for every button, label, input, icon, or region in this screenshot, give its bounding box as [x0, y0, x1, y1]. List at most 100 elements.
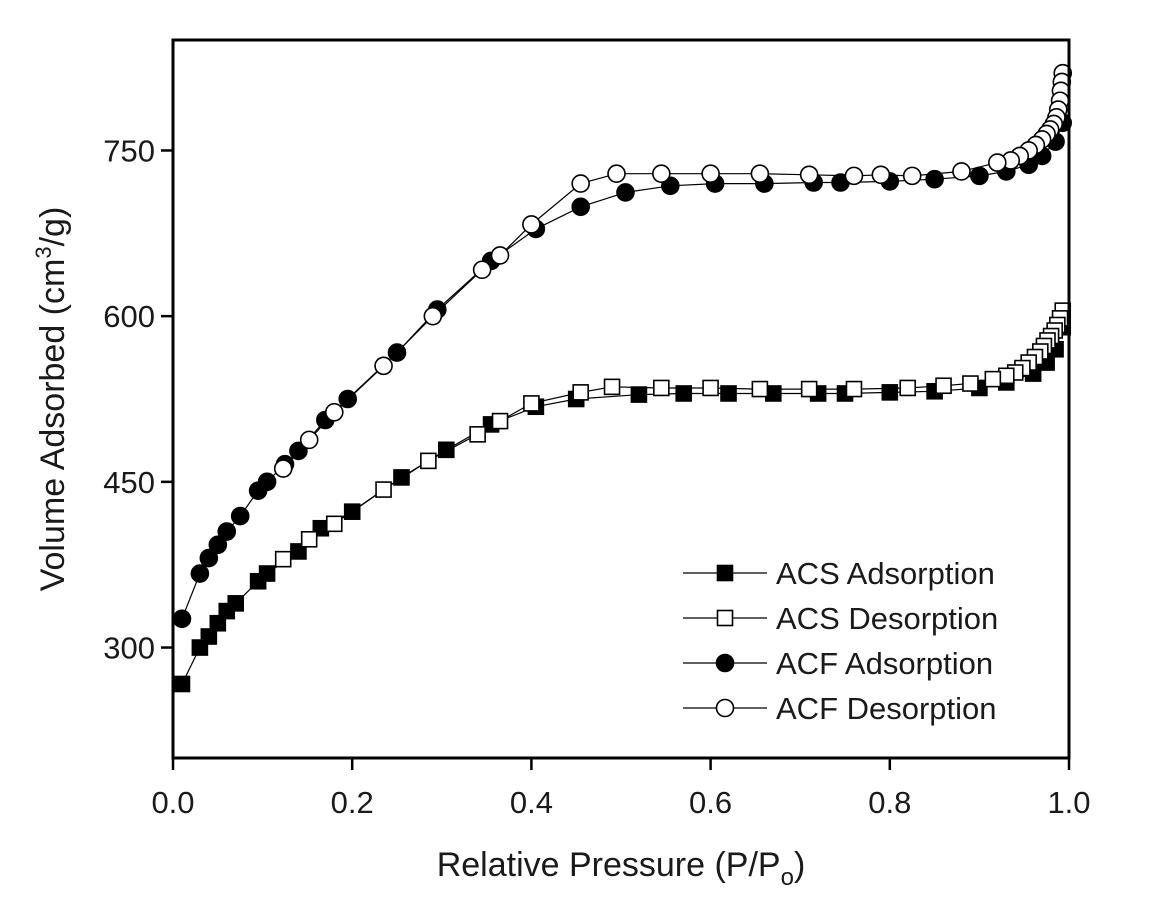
legend-item-acs-desorption: ACS Desorption	[683, 601, 998, 636]
y-axis-title-superscript: 3	[31, 246, 56, 258]
y-axis-title: Volume Adsorbed (cm3/g)	[31, 207, 72, 592]
acs-desorption-point	[375, 481, 392, 498]
acf-adsorption-point	[925, 169, 944, 189]
acs-adsorption-point	[393, 469, 410, 486]
x-tick-label: 0.4	[510, 785, 553, 820]
acs-adsorption-point	[720, 385, 737, 402]
acs-adsorption-point	[227, 595, 245, 612]
acs-adsorption-point	[173, 675, 191, 693]
x-tick-label: 0.8	[868, 785, 911, 820]
x-axis-title-main: Relative Pressure (P/P	[437, 846, 781, 884]
acs-desorption-point	[935, 377, 952, 395]
acf-desorption-point	[490, 246, 510, 265]
acf-desorption-point	[902, 166, 922, 186]
acf-desorption-point	[374, 356, 393, 376]
x-tick-label: 0.2	[331, 785, 374, 820]
series-layer	[172, 63, 1073, 693]
acs-adsorption-point	[209, 614, 227, 632]
y-tick-label: 750	[103, 133, 155, 168]
acs-desorption-point	[325, 515, 343, 533]
legend-marker	[715, 653, 735, 673]
acs-adsorption-point	[630, 386, 648, 403]
acs-desorption-point	[523, 395, 540, 412]
acf-desorption-point	[844, 166, 864, 186]
acs-desorption-point	[800, 380, 818, 398]
acf-adsorption-point	[257, 472, 277, 492]
acf-desorption-series	[273, 63, 1073, 478]
legend-item-acf-adsorption: ACF Adsorption	[683, 646, 993, 681]
acf-desorption-point	[750, 164, 770, 183]
acf-adsorption-point	[190, 564, 210, 583]
acs-desorption-point	[653, 379, 670, 397]
acs-adsorption-point	[881, 384, 899, 401]
acs-desorption-point	[300, 530, 318, 548]
y-tick-label: 450	[103, 465, 155, 500]
acf-desorption-line	[282, 73, 1064, 470]
acf-desorption-point	[472, 260, 492, 280]
acf-desorption-point	[871, 165, 891, 185]
acs-adsorption-point	[200, 628, 218, 645]
legend-item-acs-adsorption: ACS Adsorption	[683, 556, 995, 591]
legend-marker	[716, 564, 734, 582]
legend-marker	[715, 698, 735, 718]
x-axis-title-end: )	[794, 846, 805, 884]
legend-item-acf-desorption: ACF Desorption	[683, 691, 997, 726]
acs-desorption-point	[962, 375, 979, 392]
acf-desorption-point	[324, 402, 344, 422]
x-tick-label: 0.0	[151, 785, 194, 820]
acf-adsorption-point	[199, 548, 219, 568]
y-tick-label: 600	[103, 299, 155, 334]
acf-adsorption-point	[230, 506, 250, 526]
legend-label: ACF Adsorption	[776, 646, 993, 681]
acf-desorption-point	[607, 164, 626, 183]
acf-adsorption-series	[172, 113, 1073, 629]
acf-desorption-point	[423, 306, 443, 326]
acf-desorption-point	[652, 164, 671, 183]
acs-desorption-point	[491, 412, 509, 430]
acf-adsorption-point	[571, 197, 590, 217]
acs-desorption-point	[984, 370, 1002, 388]
legend-label: ACF Desorption	[776, 691, 997, 726]
acs-adsorption-point	[675, 385, 693, 402]
acs-desorption-point	[845, 380, 863, 398]
acs-adsorption-point	[258, 565, 276, 582]
acs-desorption-point	[572, 384, 589, 401]
acf-desorption-point	[701, 164, 720, 183]
y-tick-label: 300	[103, 631, 155, 666]
acf-adsorption-point	[970, 166, 989, 186]
x-axis-title: Relative Pressure (P/Po)	[437, 846, 806, 891]
acf-desorption-point	[799, 165, 819, 185]
acs-adsorption-point	[437, 441, 455, 459]
y-axis-ticks: 300 450 600 750	[103, 133, 173, 666]
acf-desorption-point	[273, 459, 293, 478]
plot-frame	[171, 38, 1071, 760]
acs-desorption-point	[899, 379, 917, 397]
legend-label: ACS Adsorption	[776, 556, 995, 591]
legend-marker	[716, 609, 734, 627]
acf-adsorption-point	[616, 183, 635, 202]
acf-adsorption-point	[208, 535, 228, 555]
acf-desorption-point	[299, 430, 319, 450]
y-axis-title-end: /g)	[34, 207, 72, 247]
x-axis-title-subscript: o	[781, 864, 794, 891]
acs-desorption-point	[420, 452, 437, 470]
x-tick-label: 0.6	[689, 785, 732, 820]
acs-desorption-point	[603, 378, 621, 396]
acs-desorption-series	[274, 302, 1072, 568]
legend-label: ACS Desorption	[776, 601, 998, 636]
y-axis-title-main: Volume Adsorbed (cm	[34, 259, 72, 592]
acf-desorption-point	[571, 174, 590, 193]
acf-adsorption-point	[172, 609, 192, 629]
acs-desorption-point	[702, 379, 719, 397]
acs-desorption-point	[274, 550, 292, 568]
acf-desorption-point	[522, 215, 541, 234]
legend: ACS Adsorption ACS Desorption ACF Adsorpti…	[683, 556, 998, 726]
acf-desorption-point	[952, 162, 971, 181]
x-axis-ticks: 0.0 0.2 0.4 0.6 0.8 1.0	[151, 758, 1091, 820]
acf-desorption-point	[988, 153, 1007, 172]
acs-desorption-point	[469, 426, 486, 443]
acs-desorption-point	[751, 380, 769, 398]
acf-adsorption-point	[217, 522, 237, 541]
x-tick-label: 1.0	[1047, 785, 1090, 820]
